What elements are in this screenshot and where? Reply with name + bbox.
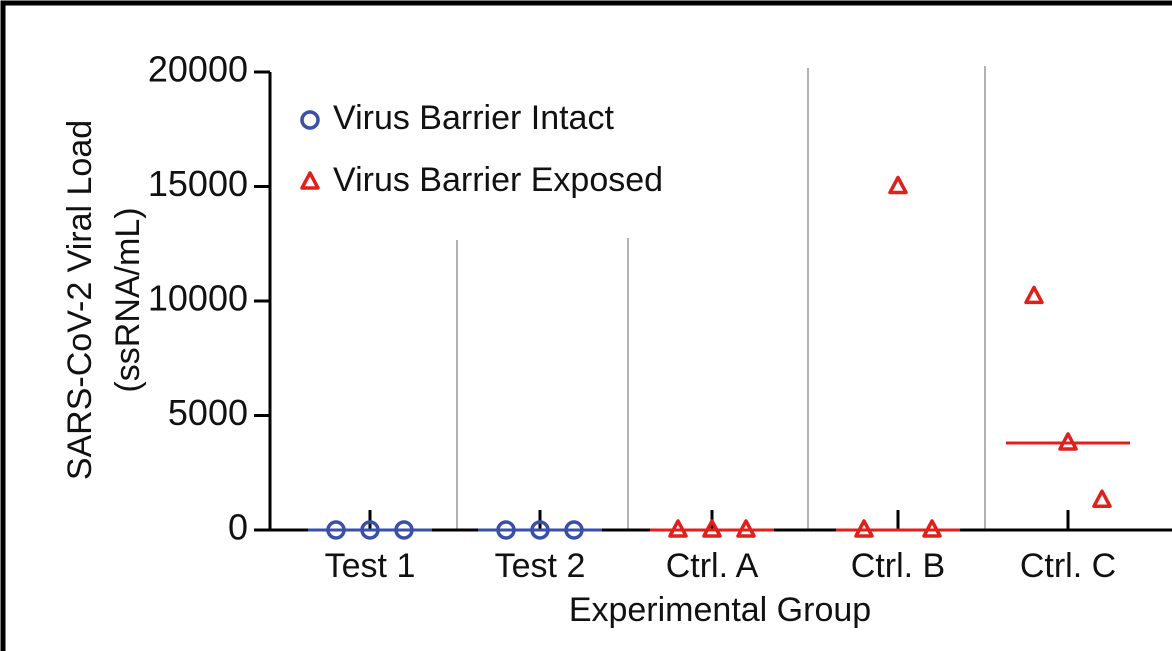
y-tick-label: 10000: [148, 278, 248, 319]
data-point: [736, 519, 756, 538]
data-point: [496, 520, 516, 540]
legend-marker: [300, 171, 320, 190]
data-point: [1092, 489, 1112, 508]
data-point: [1058, 432, 1078, 451]
x-tick-label: Test 1: [325, 547, 416, 585]
x-tick-label: Ctrl. B: [851, 547, 945, 585]
data-point: [702, 519, 722, 538]
y-axis-label: SARS-CoV-2 Viral Load: [61, 120, 99, 480]
data-point: [1024, 285, 1044, 305]
legend-marker: [300, 110, 320, 130]
data-point: [888, 175, 908, 195]
data-point: [394, 520, 414, 540]
y-tick-label: 20000: [148, 49, 248, 90]
data-point: [668, 519, 688, 538]
x-tick-label: Test 2: [495, 547, 586, 585]
data-point: [530, 520, 550, 540]
data-point: [854, 519, 874, 538]
data-point: [564, 520, 584, 540]
x-tick-label: Ctrl. C: [1020, 547, 1116, 585]
x-tick-label: Ctrl. A: [666, 547, 759, 585]
data-point: [922, 519, 942, 538]
separators: [456, 66, 986, 530]
y-tick-label: 15000: [148, 163, 248, 204]
y-tick-label: 5000: [168, 392, 248, 433]
legend-label: Virus Barrier Exposed: [333, 161, 663, 199]
legend-label: Virus Barrier Intact: [333, 99, 614, 137]
data-point: [326, 520, 346, 540]
x-axis-label: Experimental Group: [569, 591, 871, 629]
data-point: [360, 520, 380, 540]
y-tick-label: 0: [228, 507, 248, 548]
y-axis-label: (ssRNA/mL): [109, 207, 147, 392]
